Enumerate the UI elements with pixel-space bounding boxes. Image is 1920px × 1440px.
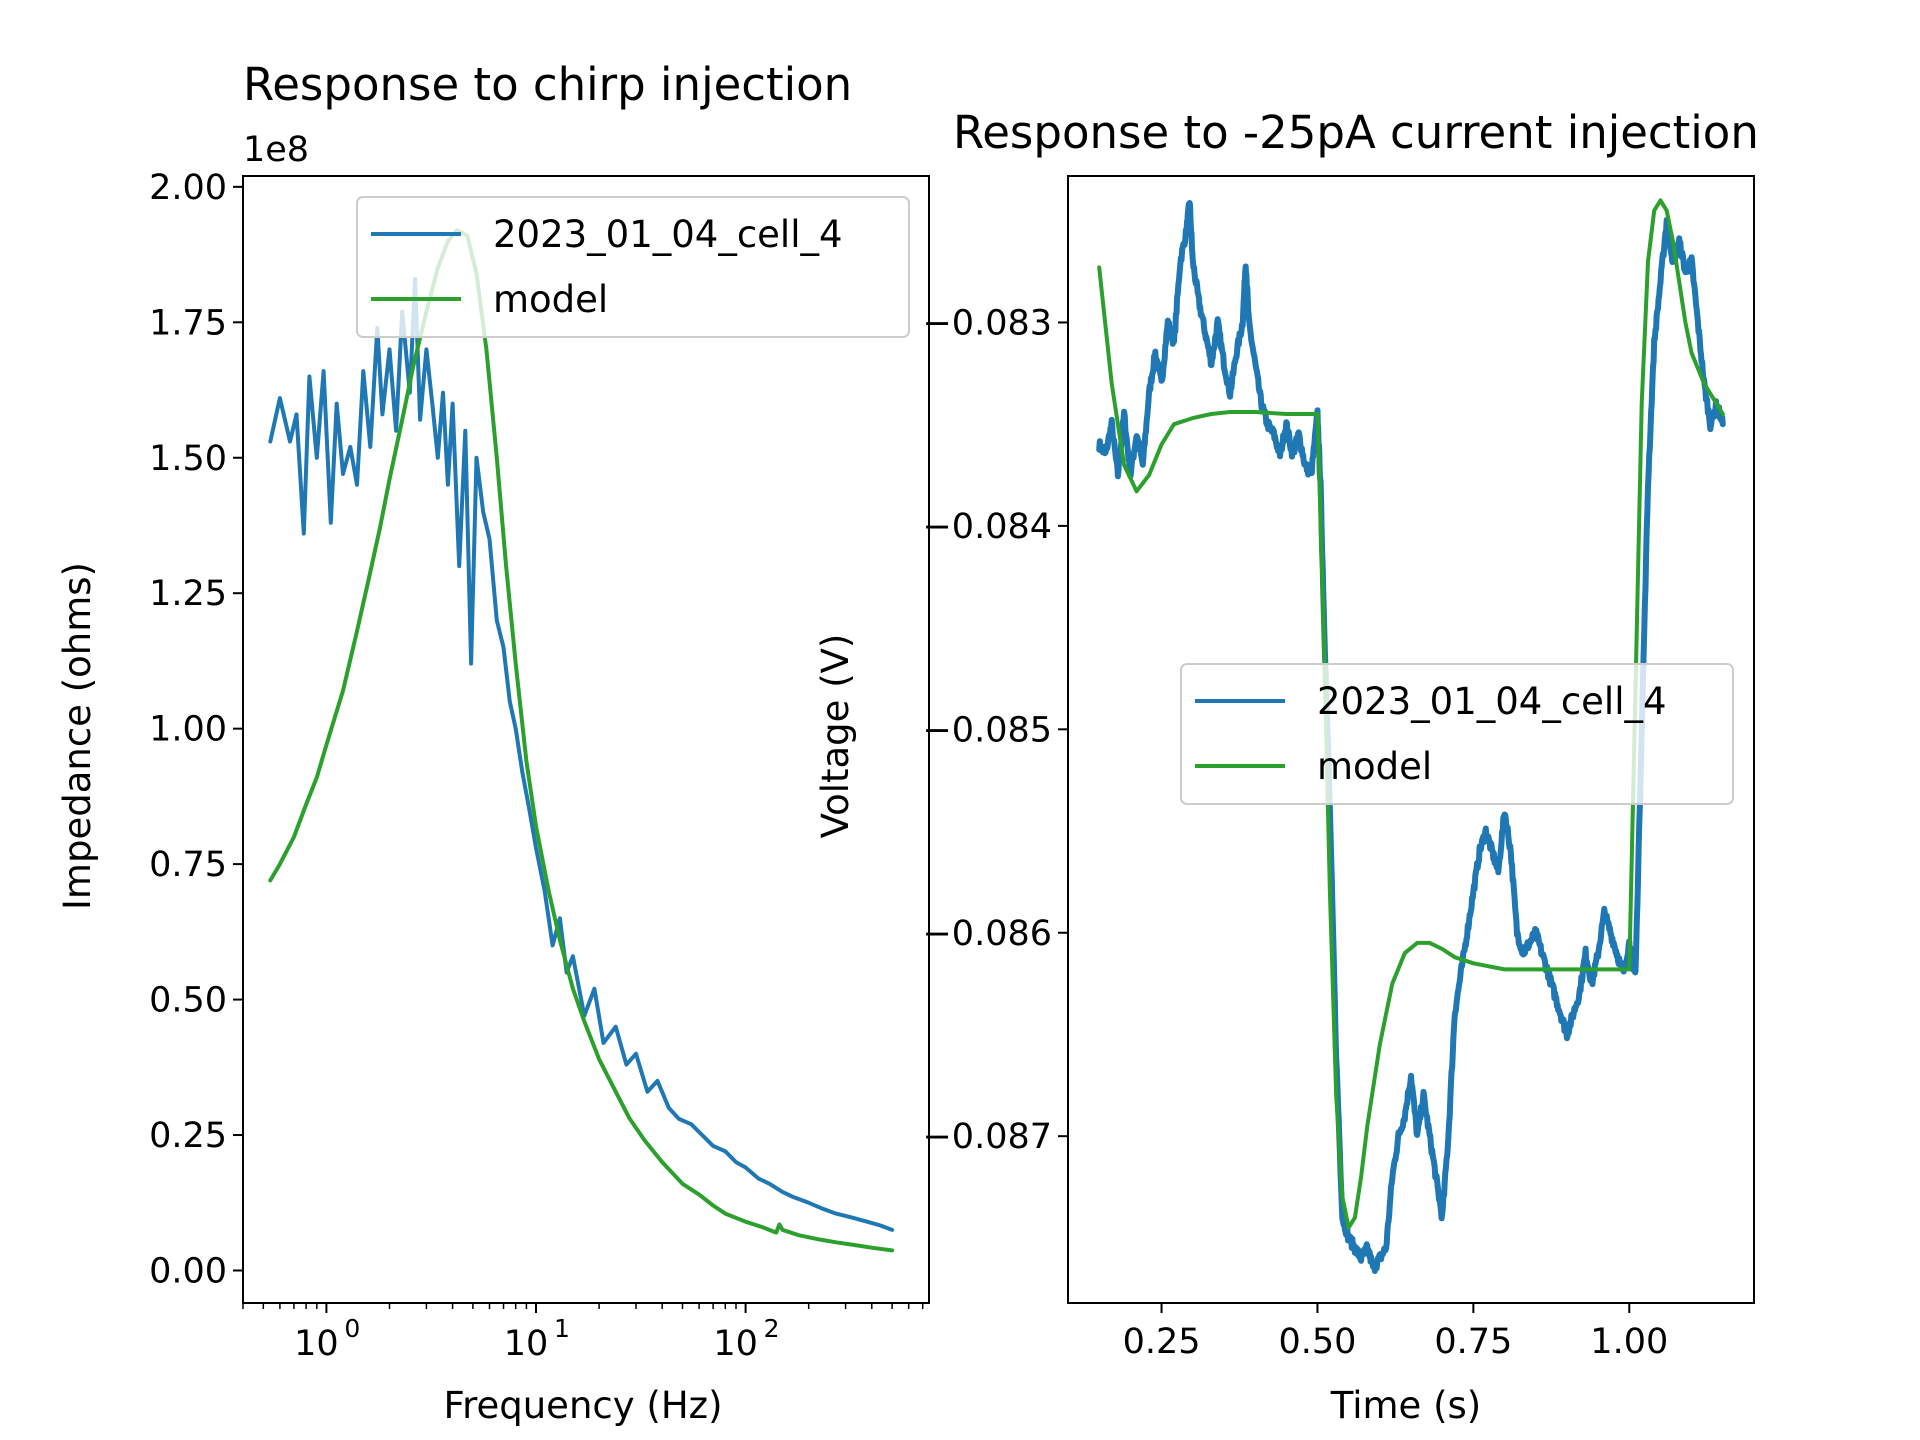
x-tick-exponent: 1 (554, 1314, 570, 1343)
series-line-data (268, 276, 895, 1232)
y-tick-label: 1.50 (149, 439, 227, 479)
impedance-chart: Response to chirp injection 1e8 0.00 0.25… (56, 58, 930, 1427)
voltage-chart-title: Response to -25pA current injection (953, 106, 1759, 159)
series-line-model (268, 228, 895, 1253)
legend-entry-label: model (493, 278, 608, 321)
x-tick-label: 10 (713, 1324, 758, 1364)
y-tick-label: 0.75 (149, 845, 227, 885)
impedance-y-axis-label: Impedance (ohms) (56, 562, 99, 910)
x-tick-label: 0.75 (1434, 1322, 1512, 1362)
y-tick-label: 2.00 (149, 168, 227, 208)
x-tick-exponent: 0 (344, 1314, 360, 1343)
legend-entry-label: 2023_01_04_cell_4 (493, 213, 843, 256)
axes-frame (242, 175, 930, 1304)
series-line-data (1096, 200, 1726, 1274)
y-tick-label: −0.086 (922, 914, 1052, 954)
y-tick-label: 1.75 (149, 303, 227, 343)
impedance-x-axis-label: Frequency (Hz) (443, 1384, 722, 1427)
y-tick-label: 1.25 (149, 574, 227, 614)
legend-box (1180, 663, 1734, 805)
y-tick-label: 0.00 (149, 1251, 227, 1291)
x-tick-label: 1.00 (1590, 1322, 1668, 1362)
y-tick-label: −0.084 (922, 507, 1052, 547)
x-tick-label: 0.50 (1278, 1322, 1356, 1362)
y-tick-label: −0.083 (922, 303, 1052, 343)
x-tick-exponent: 2 (764, 1314, 780, 1343)
y-offset-text: 1e8 (243, 130, 309, 170)
voltage-x-axis-label: Time (s) (1330, 1384, 1481, 1427)
y-tick-label: −0.085 (922, 710, 1052, 750)
legend-entry-label: model (1317, 745, 1432, 788)
legend-entry-label: 2023_01_04_cell_4 (1317, 680, 1667, 723)
impedance-chart-title: Response to chirp injection (243, 58, 852, 111)
x-tick-label: 0.25 (1123, 1322, 1201, 1362)
series-line-model (1097, 198, 1725, 1230)
y-tick-label: −0.087 (922, 1117, 1052, 1157)
y-tick-label: 0.25 (149, 1116, 227, 1156)
y-tick-label: 1.00 (149, 710, 227, 750)
voltage-plot-area: −0.083 −0.084 −0.085 −0.086 −0.087 0.25 0.50 0.… (922, 175, 1755, 1362)
legend-box (356, 196, 910, 338)
voltage-y-axis-label: Voltage (V) (814, 634, 857, 839)
axes-frame (1067, 175, 1755, 1304)
voltage-chart: Response to -25pA current injection −0.0… (814, 106, 1759, 1427)
x-tick-label: 10 (504, 1324, 549, 1364)
x-tick-label: 10 (294, 1324, 339, 1364)
y-tick-label: 0.50 (149, 981, 227, 1021)
